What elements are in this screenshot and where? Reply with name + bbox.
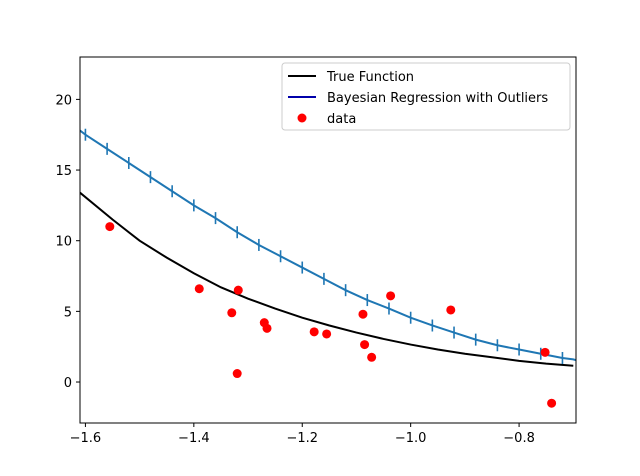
x-tick-label: −0.8: [503, 431, 535, 446]
data-point: [446, 305, 456, 315]
legend: True Function Bayesian Regression with Ou…: [281, 62, 571, 131]
data-point: [105, 222, 115, 232]
data-point: [232, 369, 242, 379]
data-point: [309, 327, 319, 337]
data-point: [227, 308, 237, 318]
axes: −1.6 −1.4 −1.2 −1.0 −0.8 0 5 10 15 20: [55, 56, 577, 446]
plot-series-group: [80, 128, 576, 408]
data-point: [233, 285, 243, 295]
legend-label: data: [327, 112, 356, 127]
y-tick-label: 0: [64, 376, 72, 391]
data-point: [367, 352, 377, 362]
data-point: [360, 340, 370, 350]
x-tick-label: −1.6: [70, 431, 102, 446]
x-tick-label: −1.2: [286, 431, 318, 446]
legend-label: Bayesian Regression with Outliers: [327, 91, 548, 106]
series-line-0: [80, 191, 574, 367]
data-point: [322, 329, 332, 339]
y-tick-label: 10: [55, 235, 72, 250]
y-tick-label: 5: [64, 305, 72, 320]
series-line-1: [80, 129, 576, 362]
plot-area: [80, 128, 576, 408]
x-tick-label: −1.0: [395, 431, 427, 446]
data-point: [540, 347, 550, 357]
data-point: [194, 284, 204, 294]
legend-label: True Function: [326, 70, 414, 85]
legend-handle-marker: [297, 113, 307, 123]
data-point: [262, 323, 272, 333]
data-point: [358, 309, 368, 319]
x-tick-label: −1.4: [178, 431, 210, 446]
legend-box: [281, 62, 571, 131]
axes-frame: [79, 56, 577, 424]
data-point: [547, 398, 557, 408]
y-tick-label: 15: [55, 164, 72, 179]
y-tick-label: 20: [55, 93, 72, 108]
data-point: [386, 291, 396, 301]
